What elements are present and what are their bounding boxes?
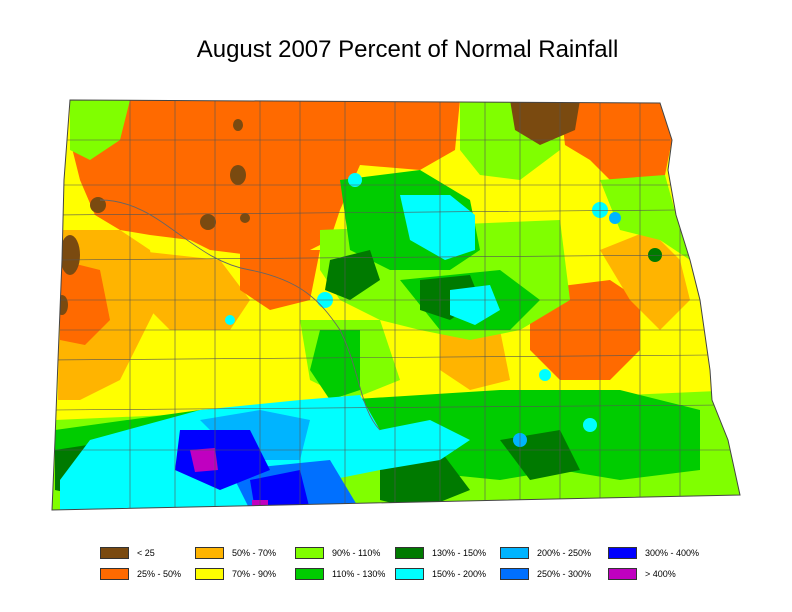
legend-item: 50% - 70%: [195, 546, 276, 560]
legend-label: 250% - 300%: [537, 569, 592, 579]
state-map-svg: [51, 99, 741, 511]
spot-200-250-ne: [609, 212, 621, 224]
legend-item: 130% - 150%: [395, 546, 486, 560]
zone-50-70-central-west: [130, 250, 250, 330]
legend-item: 250% - 300%: [500, 567, 591, 581]
legend-label: 130% - 150%: [432, 548, 487, 558]
legend-label: 90% - 110%: [332, 548, 381, 558]
legend-label: > 400%: [645, 569, 676, 579]
legend-swatch: [100, 568, 129, 580]
legend-label: 70% - 90%: [232, 569, 277, 579]
legend-label: < 25: [137, 548, 155, 558]
legend-label: 110% - 130%: [332, 569, 386, 579]
spot-150-200-se2: [583, 418, 597, 432]
spot-150-200-se: [539, 369, 551, 381]
spot-under-25-a: [200, 214, 216, 230]
legend-swatch: [195, 547, 224, 559]
zone-25-50-northeast: [560, 100, 672, 190]
spot-150-200-w: [225, 315, 235, 325]
spot-under-25-west: [60, 235, 80, 275]
zone-90-110-nw: [70, 100, 130, 160]
zone-150-200-central: [450, 285, 500, 325]
legend-swatch: [395, 547, 424, 559]
legend-item: 200% - 250%: [500, 546, 591, 560]
legend-item: 70% - 90%: [195, 567, 276, 581]
state-outline: [51, 99, 741, 511]
zone-25-50-northwest: [70, 100, 460, 255]
legend-swatch: [195, 568, 224, 580]
legend-item: 300% - 400%: [608, 546, 699, 560]
zone-300-400-southwest: [175, 430, 270, 490]
legend-swatch: [295, 547, 324, 559]
zone-over-400-a: [190, 448, 218, 472]
legend-item: > 400%: [608, 567, 676, 581]
spot-under-25-d: [240, 213, 250, 223]
zone-25-50-west: [60, 260, 110, 345]
spot-150-200-n: [348, 173, 362, 187]
legend-swatch: [500, 568, 529, 580]
legend-label: 150% - 200%: [432, 569, 487, 579]
legend-swatch: [295, 568, 324, 580]
legend-swatch: [608, 547, 637, 559]
map-legend: < 25 25% - 50% 50% - 70% 70% - 90% 90% - 110…: [100, 544, 740, 584]
county-boundaries: [54, 100, 735, 510]
zone-130-150-a: [325, 250, 380, 300]
legend-swatch: [395, 568, 424, 580]
rainfall-map: [51, 99, 741, 511]
legend-swatch: [500, 547, 529, 559]
legend-swatch: [100, 547, 129, 559]
spot-under-25-c: [233, 119, 243, 131]
legend-item: 150% - 200%: [395, 567, 486, 581]
legend-label: 200% - 250%: [537, 548, 592, 558]
legend-item: 90% - 110%: [295, 546, 380, 560]
spot-under-25-nw: [90, 197, 106, 213]
legend-item: < 25: [100, 546, 155, 560]
legend-label: 50% - 70%: [232, 548, 277, 558]
legend-item: 110% - 130%: [295, 567, 385, 581]
zone-50-70-south-central: [440, 330, 510, 390]
legend-item: 25% - 50%: [100, 567, 181, 581]
rainfall-zones: [52, 100, 740, 510]
legend-label: 25% - 50%: [137, 569, 182, 579]
legend-swatch: [608, 568, 637, 580]
legend-label: 300% - 400%: [645, 548, 700, 558]
map-title: August 2007 Percent of Normal Rainfall: [196, 36, 619, 63]
zone-90-110-ne: [600, 175, 690, 260]
zone-under-25-north: [510, 100, 580, 145]
zone-150-200-north: [400, 195, 475, 260]
spot-under-25-b: [230, 165, 246, 185]
spot-under-25-e: [56, 295, 68, 315]
